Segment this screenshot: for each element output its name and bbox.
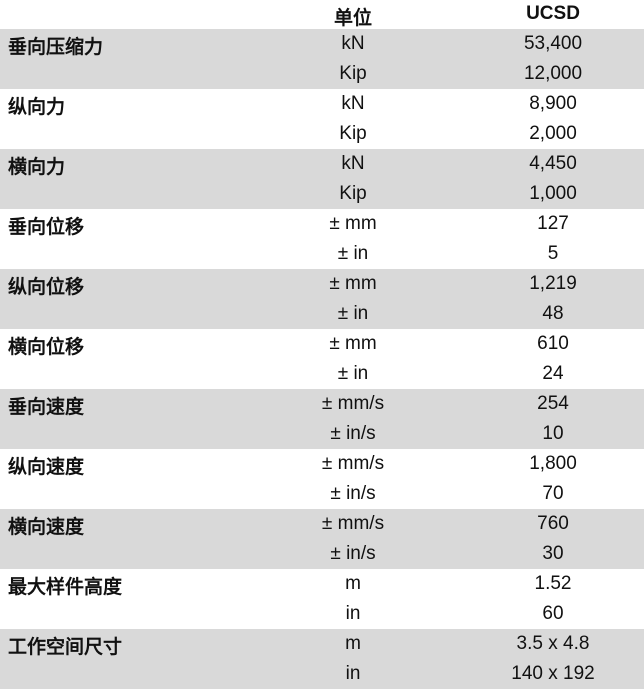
value-cell: 10 (542, 423, 564, 444)
table-row: ± mm/s 254 (0, 389, 644, 419)
row-label: 横向位移 (8, 337, 85, 358)
table-row: in 60 (0, 599, 644, 629)
value-cell: 70 (542, 483, 564, 504)
table-group: 纵向力 kN 8,900 Kip 2,000 (0, 89, 644, 149)
value-cell: 2,000 (529, 123, 577, 144)
row-label: 纵向位移 (8, 277, 85, 298)
unit-cell: ± mm (329, 333, 377, 354)
row-label: 横向速度 (8, 517, 85, 538)
table-row: m 1.52 (0, 569, 644, 599)
row-label: 纵向速度 (8, 457, 85, 478)
table-row: ± in 5 (0, 239, 644, 269)
table-group: 垂向位移 ± mm 127 ± in 5 (0, 209, 644, 269)
table-row: in 140 x 192 (0, 659, 644, 689)
unit-cell: ± mm (329, 273, 377, 294)
unit-cell: ± in (337, 243, 369, 264)
table-row: kN 4,450 (0, 149, 644, 179)
value-cell: 127 (537, 213, 569, 234)
value-cell: 4,450 (529, 153, 577, 174)
table-body: 垂向压缩力 kN 53,400 Kip 12,000 纵向力 kN 8,900 … (0, 29, 644, 689)
table-group: 最大样件高度 m 1.52 in 60 (0, 569, 644, 629)
table-group: 横向位移 ± mm 610 ± in 24 (0, 329, 644, 389)
table-row: ± mm 1,219 (0, 269, 644, 299)
value-cell: 140 x 192 (511, 663, 595, 684)
value-cell: 1.52 (534, 573, 572, 594)
unit-cell: ± in/s (330, 423, 376, 444)
value-cell: 12,000 (523, 63, 583, 84)
table-row: Kip 2,000 (0, 119, 644, 149)
value-cell: 30 (542, 543, 564, 564)
row-label: 最大样件高度 (8, 577, 123, 598)
table-row: Kip 1,000 (0, 179, 644, 209)
unit-cell: ± in (337, 303, 369, 324)
header-unit: 单位 (333, 8, 373, 29)
table-row: ± in/s 70 (0, 479, 644, 509)
table-header: 单位 UCSD (0, 0, 644, 29)
row-label: 垂向压缩力 (8, 37, 104, 58)
unit-cell: Kip (339, 183, 367, 204)
value-cell: 60 (542, 603, 564, 624)
row-label: 纵向力 (8, 97, 66, 118)
unit-cell: ± mm (329, 213, 377, 234)
value-cell: 5 (547, 243, 559, 264)
value-cell: 48 (542, 303, 564, 324)
unit-cell: in (345, 663, 361, 684)
value-cell: 760 (537, 513, 569, 534)
table-row: ± in 48 (0, 299, 644, 329)
table-row: kN 8,900 (0, 89, 644, 119)
table-group: 垂向速度 ± mm/s 254 ± in/s 10 (0, 389, 644, 449)
table-group: 横向力 kN 4,450 Kip 1,000 (0, 149, 644, 209)
value-cell: 1,219 (529, 273, 577, 294)
table-row: Kip 12,000 (0, 59, 644, 89)
table-group: 垂向压缩力 kN 53,400 Kip 12,000 (0, 29, 644, 89)
unit-cell: Kip (339, 63, 367, 84)
unit-cell: m (345, 573, 361, 594)
value-cell: 254 (537, 393, 569, 414)
table-row: kN 53,400 (0, 29, 644, 59)
row-label: 工作空间尺寸 (8, 637, 123, 658)
table-group: 纵向速度 ± mm/s 1,800 ± in/s 70 (0, 449, 644, 509)
value-cell: 3.5 x 4.8 (516, 633, 590, 654)
table-row: ± mm/s 1,800 (0, 449, 644, 479)
unit-cell: kN (341, 33, 365, 54)
table-row: ± in/s 30 (0, 539, 644, 569)
table-group: 纵向位移 ± mm 1,219 ± in 48 (0, 269, 644, 329)
unit-cell: Kip (339, 123, 367, 144)
value-cell: 1,800 (529, 453, 577, 474)
unit-cell: ± mm/s (321, 393, 385, 414)
unit-cell: kN (341, 153, 365, 174)
unit-cell: kN (341, 93, 365, 114)
value-cell: 24 (542, 363, 564, 384)
unit-cell: ± in/s (330, 483, 376, 504)
value-cell: 8,900 (529, 93, 577, 114)
header-ucsd: UCSD (526, 3, 580, 24)
table-row: ± in 24 (0, 359, 644, 389)
unit-cell: in (345, 603, 361, 624)
unit-cell: ± in/s (330, 543, 376, 564)
row-label: 垂向位移 (8, 217, 85, 238)
table-row: m 3.5 x 4.8 (0, 629, 644, 659)
unit-cell: ± mm/s (321, 513, 385, 534)
row-label: 垂向速度 (8, 397, 85, 418)
table-row: ± in/s 10 (0, 419, 644, 449)
table-row: ± mm 610 (0, 329, 644, 359)
value-cell: 53,400 (523, 33, 583, 54)
unit-cell: ± mm/s (321, 453, 385, 474)
value-cell: 1,000 (529, 183, 577, 204)
unit-cell: ± in (337, 363, 369, 384)
unit-cell: m (345, 633, 361, 654)
value-cell: 610 (537, 333, 569, 354)
table-row: ± mm 127 (0, 209, 644, 239)
table-group: 横向速度 ± mm/s 760 ± in/s 30 (0, 509, 644, 569)
table-row: ± mm/s 760 (0, 509, 644, 539)
table-group: 工作空间尺寸 m 3.5 x 4.8 in 140 x 192 (0, 629, 644, 689)
row-label: 横向力 (8, 157, 66, 178)
